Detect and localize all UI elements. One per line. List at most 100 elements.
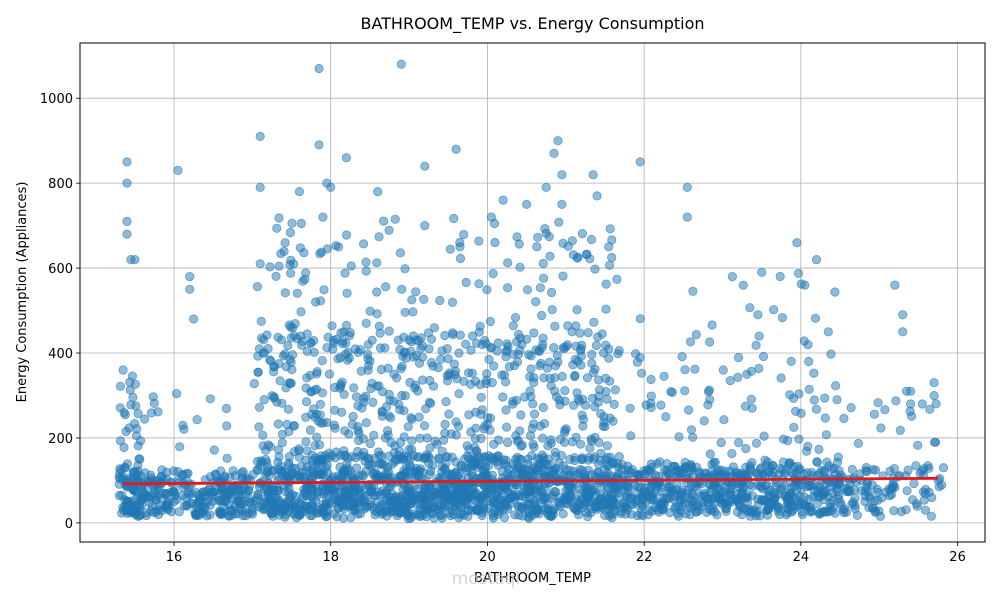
data-point: [869, 409, 880, 419]
data-point: [307, 501, 318, 511]
data-point: [345, 327, 355, 338]
data-point: [297, 336, 307, 346]
data-point: [296, 307, 306, 317]
data-point: [329, 420, 339, 430]
data-point: [538, 273, 549, 283]
data-point: [585, 443, 595, 453]
data-point: [811, 404, 822, 414]
data-point: [372, 309, 382, 319]
data-point: [586, 234, 597, 245]
data-point: [692, 501, 702, 511]
data-point: [423, 328, 434, 338]
data-point: [318, 212, 328, 222]
data-point: [656, 400, 666, 410]
data-point: [690, 364, 700, 374]
data-point: [623, 487, 633, 497]
data-point: [797, 510, 808, 520]
data-point: [448, 488, 458, 498]
data-point: [752, 469, 762, 479]
data-point: [447, 452, 457, 462]
data-point: [571, 341, 581, 351]
data-point: [259, 394, 269, 405]
data-point: [830, 287, 840, 297]
data-point: [273, 457, 283, 467]
data-point: [453, 499, 463, 509]
data-point: [283, 340, 293, 351]
data-point: [253, 490, 263, 500]
data-point: [734, 470, 745, 480]
data-point: [253, 367, 263, 377]
data-point: [809, 368, 819, 378]
data-point: [149, 488, 159, 499]
data-point: [567, 236, 577, 246]
data-point: [588, 170, 598, 180]
data-point: [160, 502, 170, 512]
data-point: [135, 454, 145, 464]
data-point: [414, 412, 424, 422]
data-point: [862, 466, 872, 477]
data-point: [710, 457, 720, 467]
data-point: [839, 508, 849, 518]
data-point: [571, 321, 581, 331]
data-point: [205, 394, 215, 404]
data-point: [708, 503, 718, 513]
data-point: [680, 386, 690, 396]
data-point: [650, 502, 660, 513]
data-point: [372, 287, 382, 297]
data-point: [302, 329, 312, 339]
data-point: [733, 437, 744, 448]
y-tick-label: 1000: [40, 92, 73, 107]
data-point: [493, 450, 503, 461]
data-point: [601, 455, 611, 465]
data-point: [310, 441, 320, 451]
data-point: [930, 437, 941, 447]
data-point: [487, 377, 497, 388]
data-point: [742, 369, 752, 379]
data-point: [625, 403, 635, 413]
data-point: [448, 329, 458, 340]
data-point: [541, 486, 551, 497]
data-point: [301, 412, 311, 422]
data-point: [327, 321, 337, 331]
data-point: [508, 396, 518, 406]
data-point: [556, 450, 567, 461]
data-point: [502, 437, 513, 448]
data-point: [753, 310, 763, 320]
y-tick-label: 400: [48, 347, 73, 362]
data-point: [459, 229, 469, 240]
data-point: [738, 481, 748, 491]
data-point: [779, 481, 789, 491]
data-point: [705, 394, 715, 405]
data-point: [936, 480, 947, 490]
data-point: [416, 343, 426, 353]
data-point: [905, 399, 916, 409]
data-point: [426, 466, 436, 476]
data-point: [319, 285, 329, 295]
data-point: [572, 305, 582, 315]
data-point: [115, 436, 126, 446]
data-point: [269, 392, 279, 402]
data-point: [740, 401, 751, 411]
data-point: [336, 407, 347, 417]
data-point: [553, 136, 563, 146]
data-point: [215, 496, 225, 506]
data-point: [532, 485, 542, 496]
data-point: [581, 483, 591, 493]
data-point: [378, 216, 389, 226]
data-point: [471, 338, 482, 348]
data-point: [209, 445, 219, 455]
data-point: [516, 410, 526, 420]
data-point: [576, 360, 586, 370]
data-point: [514, 454, 525, 464]
data-point: [175, 442, 185, 452]
data-point: [342, 288, 352, 298]
data-point: [380, 282, 391, 292]
data-point: [467, 468, 477, 479]
data-point: [568, 400, 579, 410]
data-point: [759, 431, 769, 441]
data-point: [267, 466, 277, 476]
data-point: [786, 356, 796, 366]
data-point: [119, 407, 129, 418]
data-point: [605, 224, 615, 234]
data-point: [830, 381, 841, 391]
